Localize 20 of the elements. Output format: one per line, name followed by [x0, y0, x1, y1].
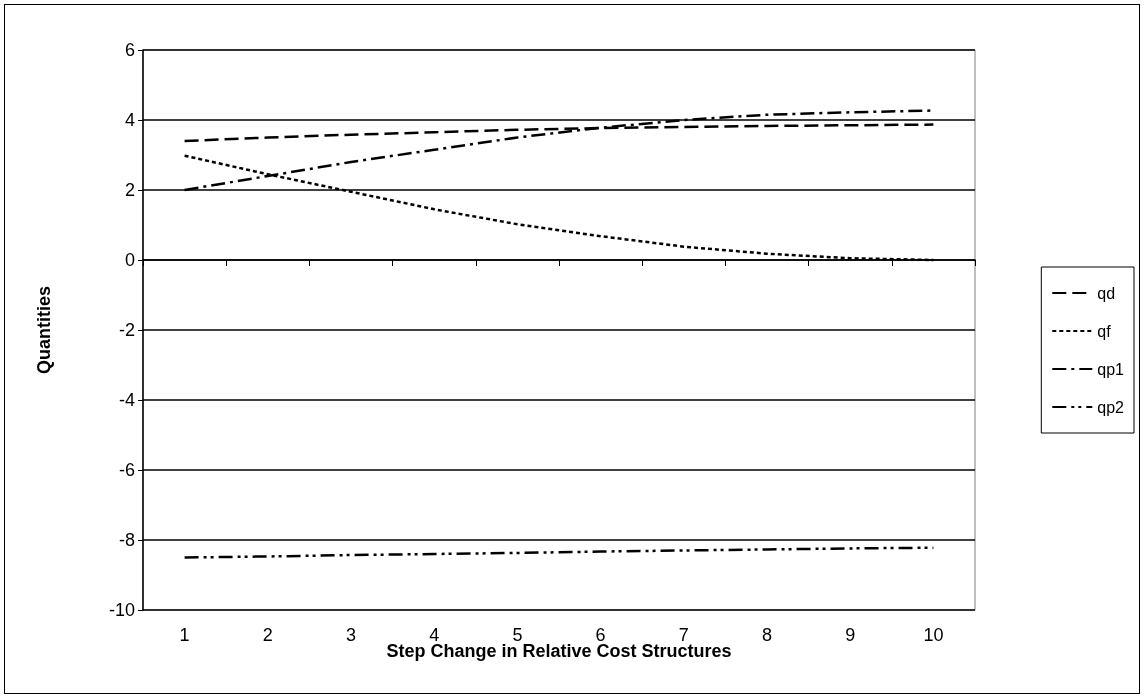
x-tick-label: 1 [179, 625, 190, 645]
y-tick-label: 0 [124, 250, 135, 270]
y-tick-label: 2 [124, 180, 135, 200]
legend-label: qd [1097, 284, 1116, 302]
legend-label: qp2 [1097, 398, 1125, 416]
x-tick-label: 8 [761, 625, 773, 645]
y-tick-label: -2 [118, 320, 135, 340]
x-tick-label: 10 [923, 625, 944, 645]
legend-label: qp1 [1097, 360, 1125, 378]
x-tick-label: 3 [345, 625, 357, 645]
legend-label: qf [1097, 322, 1112, 340]
y-axis-title: Quantities [34, 285, 54, 375]
y-tick-label: -10 [108, 600, 135, 620]
x-tick-label: 9 [845, 625, 856, 645]
y-tick-label: -4 [118, 390, 135, 410]
y-tick-label: 6 [124, 40, 135, 60]
y-tick-label: 4 [124, 110, 135, 130]
y-tick-label: -8 [118, 530, 135, 550]
x-tick-label: 2 [262, 625, 273, 645]
y-tick-label: -6 [118, 460, 135, 480]
